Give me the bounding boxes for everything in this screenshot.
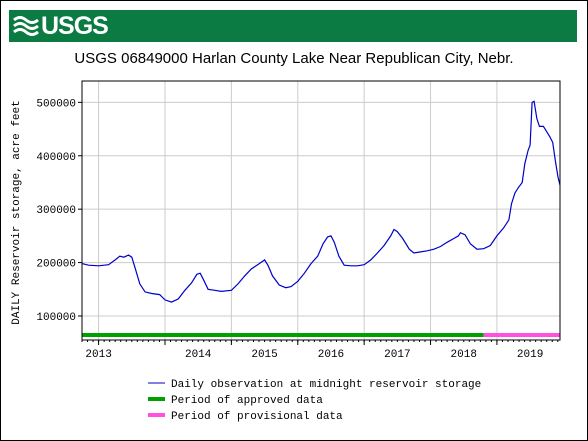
- legend-label: Period of approved data: [171, 395, 323, 407]
- x-tick-label: 2019: [517, 349, 543, 361]
- y-tick-label: 200000: [36, 259, 76, 271]
- y-axis-label: DAILY Reservoir storage, acre feet: [11, 100, 23, 324]
- y-tick-label: 500000: [36, 98, 76, 110]
- x-tick-label: 2018: [451, 349, 477, 361]
- chart-title: USGS 06849000 Harlan County Lake Near Re…: [74, 50, 514, 67]
- y-tick-label: 300000: [36, 205, 76, 217]
- series-line: [81, 100, 561, 303]
- legend-label: Daily observation at midnight reservoir …: [171, 379, 481, 391]
- usgs-logo-text: USGS: [41, 11, 109, 40]
- legend-label: Period of provisional data: [171, 411, 343, 423]
- legend: Daily observation at midnight reservoir …: [148, 379, 481, 423]
- y-tick-label: 400000: [36, 152, 76, 164]
- x-tick-label: 2015: [251, 349, 277, 361]
- usgs-logo[interactable]: USGS: [13, 11, 109, 41]
- plot-area-border: [81, 80, 561, 341]
- grid-lines: [82, 81, 560, 340]
- x-tick-label: 2017: [384, 349, 410, 361]
- usgs-wave-icon: [13, 16, 39, 36]
- y-tick-label: 100000: [36, 312, 76, 324]
- x-tick-label: 2014: [185, 349, 212, 361]
- usgs-header-banner: USGS: [9, 10, 577, 42]
- x-tick-label: 2013: [85, 349, 111, 361]
- series-layer: [81, 100, 561, 303]
- axis-ticks: 100000 200000 300000 400000 500000 2013 2014 20…: [36, 98, 559, 361]
- x-tick-label: 2016: [318, 349, 344, 361]
